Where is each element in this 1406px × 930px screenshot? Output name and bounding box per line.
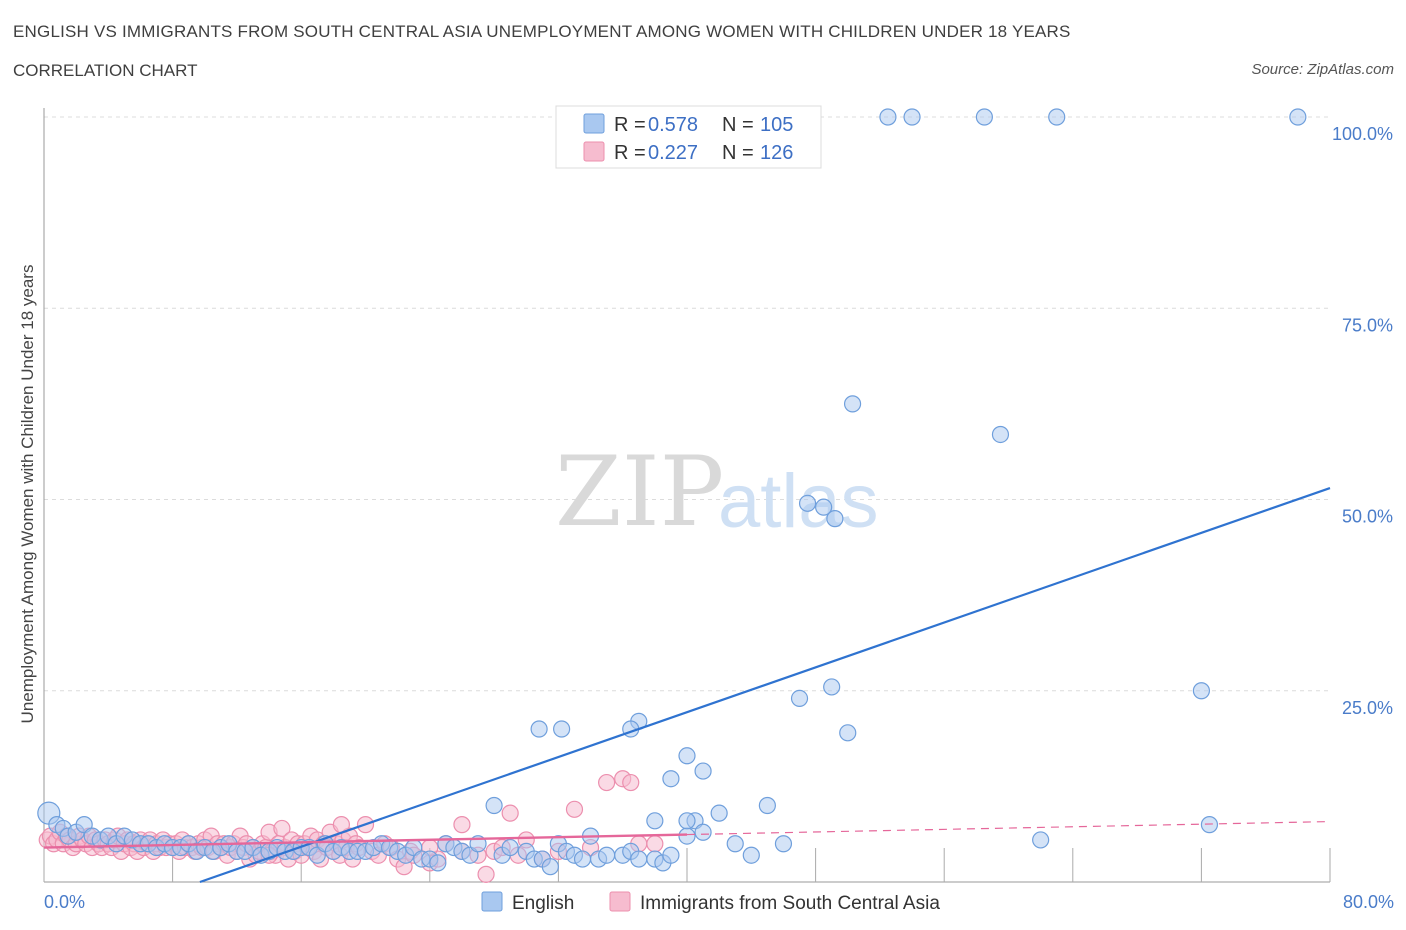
english-point-80 [742,846,760,864]
english-point-103 [879,108,897,126]
english-point-77 [694,823,712,841]
legend-immigrants-r-label: R = [614,142,646,164]
english-point-65 [573,850,592,868]
english-point-102 [1200,816,1219,834]
bottom-legend-immigrants-swatch [609,891,631,912]
immigrants-trend-line [43,833,688,849]
english-point-96 [694,762,712,780]
y-tick-label-3: 25.0% [1342,698,1393,718]
immigrants-point-120 [565,800,584,818]
english-point-89 [843,395,862,413]
immigrants-point-122 [598,773,616,792]
source-label: Source: ZipAtlas.com [1251,61,1394,78]
english-point-79 [726,835,744,853]
english-point-82 [774,835,793,853]
english-point-74 [662,846,680,864]
immigrants-point-124 [622,773,640,792]
english-point-92 [553,720,571,738]
english-point-87 [815,498,833,516]
legend-english-r-value: 0.578 [648,114,698,136]
watermark-zip: ZIP [555,436,724,548]
english-point-107 [1289,108,1307,126]
y-tick-label-0: 100.0% [1332,124,1393,144]
immigrants-point-126 [646,835,664,853]
english-point-68 [598,846,616,864]
y-tick-label-2: 50.0% [1342,507,1393,527]
english-point-88 [826,510,844,528]
watermark-atlas: atlas [718,459,879,544]
trend-lines [43,486,1331,884]
chart-title: ENGLISH VS IMMIGRANTS FROM SOUTH CENTRAL… [13,22,1071,41]
english-point-98 [646,812,664,830]
english-point-81 [758,796,776,815]
legend-immigrants-swatch [583,141,605,162]
immigrants-points [38,770,664,883]
english-point-85 [839,724,857,742]
bottom-legend-english-swatch [481,891,503,912]
x-tick-label-max: 80.0% [1343,892,1394,912]
english-point-78 [710,804,728,822]
y-tick-label-1: 75.0% [1342,315,1393,335]
english-point-106 [1048,108,1066,126]
english-point-91 [530,720,548,738]
english-point-83 [790,689,809,708]
english-point-90 [991,425,1010,444]
grid-lines [44,116,1330,692]
legend-immigrants-r-value: 0.227 [648,142,698,164]
immigrants-point-73 [273,819,291,838]
immigrants-point-115 [501,804,519,822]
english-point-101 [1192,682,1211,700]
legend-english-n-label: N = [722,114,754,136]
english-point-55 [485,796,503,815]
english-point-86 [798,494,817,512]
english-point-61 [541,858,559,876]
y-tick-labels: 100.0% 75.0% 50.0% 25.0% [1332,124,1393,718]
english-point-100 [1032,831,1050,849]
chart-subtitle: CORRELATION CHART [13,61,198,80]
english-point-57 [501,838,519,857]
immigrants-point-127 [453,816,471,834]
english-points [37,108,1307,876]
immigrants-trend-extension [686,820,1331,836]
english-point-105 [975,108,993,126]
english-point-71 [630,850,648,868]
english-point-84 [823,678,841,696]
legend-english-swatch [583,113,605,134]
legend-english-r-label: R = [614,114,646,136]
legend-immigrants-n-value: 126 [760,142,793,164]
english-point-95 [678,747,696,765]
english-point-75 [678,827,696,845]
english-point-49 [429,854,447,872]
english-point-104 [903,108,921,126]
bottom-legend-immigrants-label: Immigrants from South Central Asia [640,893,940,914]
english-point-97 [662,770,680,788]
y-axis-label: Unemployment Among Women with Children U… [18,265,37,724]
immigrants-point-112 [477,865,495,883]
x-tick-label-min: 0.0% [44,892,85,912]
english-point-99 [678,812,696,830]
legend-english-n-value: 105 [760,114,793,136]
legend-immigrants-n-label: N = [722,142,754,164]
bottom-legend-english-label: English [512,893,574,914]
english-trend-line [199,486,1331,884]
